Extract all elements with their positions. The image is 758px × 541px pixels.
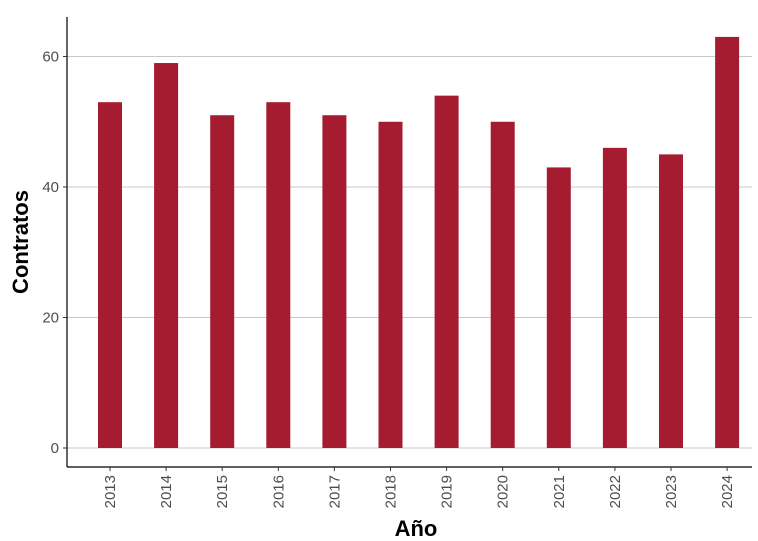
bar-2017 — [322, 115, 347, 448]
x-tick-label: 2020 — [495, 475, 512, 508]
x-tick-label: 2017 — [326, 475, 343, 508]
x-ticks: 2013 2014 2015 2016 2017 2018 2019 2020 2021 2022… — [102, 467, 736, 508]
x-axis-title: Año — [395, 516, 438, 541]
bar-2016 — [266, 102, 291, 449]
bar-2018 — [378, 121, 403, 448]
x-tick-label: 2022 — [607, 475, 624, 508]
y-ticks: 0 20 40 60 — [42, 49, 67, 457]
bar-2022 — [602, 147, 627, 448]
x-tick-label: 2019 — [439, 475, 456, 508]
bar-2021 — [546, 167, 571, 449]
bar-2013 — [98, 102, 122, 449]
gridlines — [67, 56, 752, 449]
y-tick-label: 60 — [42, 49, 59, 66]
x-tick-label: 2021 — [551, 475, 568, 508]
y-tick-label: 0 — [51, 440, 59, 457]
x-tick-label: 2013 — [102, 475, 119, 508]
x-tick-label: 2018 — [383, 475, 400, 508]
bars — [98, 36, 740, 449]
bar-2023 — [659, 154, 683, 448]
x-tick-label: 2023 — [663, 475, 680, 508]
x-tick-label: 2015 — [214, 475, 231, 508]
bar-2014 — [154, 63, 179, 449]
bar-2019 — [434, 95, 459, 449]
bar-2020 — [490, 121, 515, 448]
x-tick-label: 2024 — [719, 475, 736, 508]
y-axis-title: Contratos — [8, 190, 33, 294]
bar-2015 — [210, 115, 235, 448]
bar-2024 — [715, 36, 740, 449]
y-tick-label: 20 — [42, 310, 59, 327]
x-tick-label: 2016 — [270, 475, 287, 508]
y-tick-label: 40 — [42, 179, 59, 196]
x-tick-label: 2014 — [158, 475, 175, 508]
